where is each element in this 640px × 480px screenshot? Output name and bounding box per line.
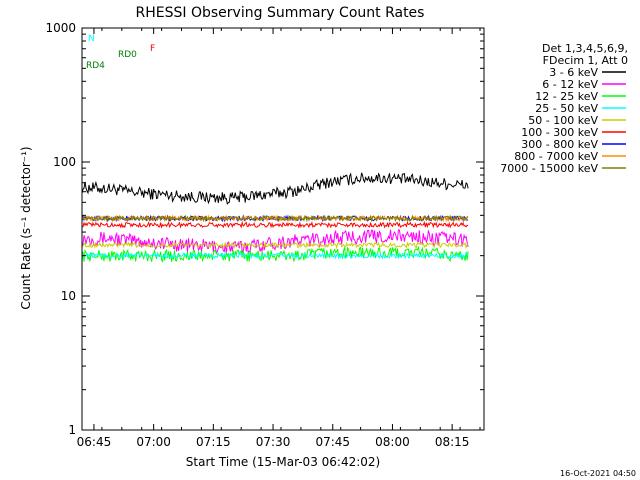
y-tick-label: 100 (53, 155, 76, 169)
series-line (81, 229, 469, 255)
legend-label: 800 - 7000 keV (514, 150, 598, 163)
annotation-label: RD0 (118, 50, 137, 60)
legend-label: 100 - 300 keV (521, 126, 598, 139)
x-tick-label: 08:00 (375, 435, 410, 449)
timestamp: 16-Oct-2021 04:50 (560, 469, 636, 478)
y-tick-label: 10 (61, 289, 76, 303)
legend-label: 7000 - 15000 keV (500, 162, 598, 175)
series-line (81, 251, 469, 260)
x-tick-label: 06:45 (77, 435, 112, 449)
legend-label: 6 - 12 keV (542, 78, 598, 91)
series-line (81, 220, 469, 229)
series-line (81, 240, 469, 250)
legend-label: 12 - 25 keV (535, 90, 598, 103)
y-tick-label: 1000 (45, 21, 76, 35)
y-axis-label: Count Rate (s⁻¹ detector⁻¹) (19, 146, 33, 309)
x-tick-label: 07:45 (315, 435, 350, 449)
x-tick-label: 08:15 (435, 435, 470, 449)
legend-header: Det 1,3,4,5,6,9, (542, 42, 628, 55)
annotation-label: F (150, 44, 155, 54)
chart-marks: N F RD0 RD4 (81, 34, 469, 263)
legend-label: 3 - 6 keV (549, 66, 598, 79)
legend-label: 300 - 800 keV (521, 138, 598, 151)
annotation-label: N (88, 34, 95, 44)
y-tick-label: 1 (68, 423, 76, 437)
x-tick-label: 07:15 (196, 435, 231, 449)
series-line (81, 214, 469, 223)
legend: Det 1,3,4,5,6,9,FDecim 1, Att 03 - 6 keV… (500, 42, 628, 175)
annotation-label: RD4 (86, 61, 105, 71)
legend-label: 25 - 50 keV (535, 102, 598, 115)
legend-label: 50 - 100 keV (528, 114, 598, 127)
chart-axes: 06:45 07:00 07:15 07:30 07:45 08:00 08:15 1 10 10… (45, 21, 484, 449)
x-tick-label: 07:00 (136, 435, 171, 449)
x-tick-label: 07:30 (256, 435, 291, 449)
x-axis-label: Start Time (15-Mar-03 06:42:02) (186, 455, 380, 469)
series-line (81, 172, 469, 205)
legend-header: FDecim 1, Att 0 (543, 54, 628, 67)
plot-frame (81, 27, 485, 431)
chart-title: RHESSI Observing Summary Count Rates (136, 5, 425, 21)
